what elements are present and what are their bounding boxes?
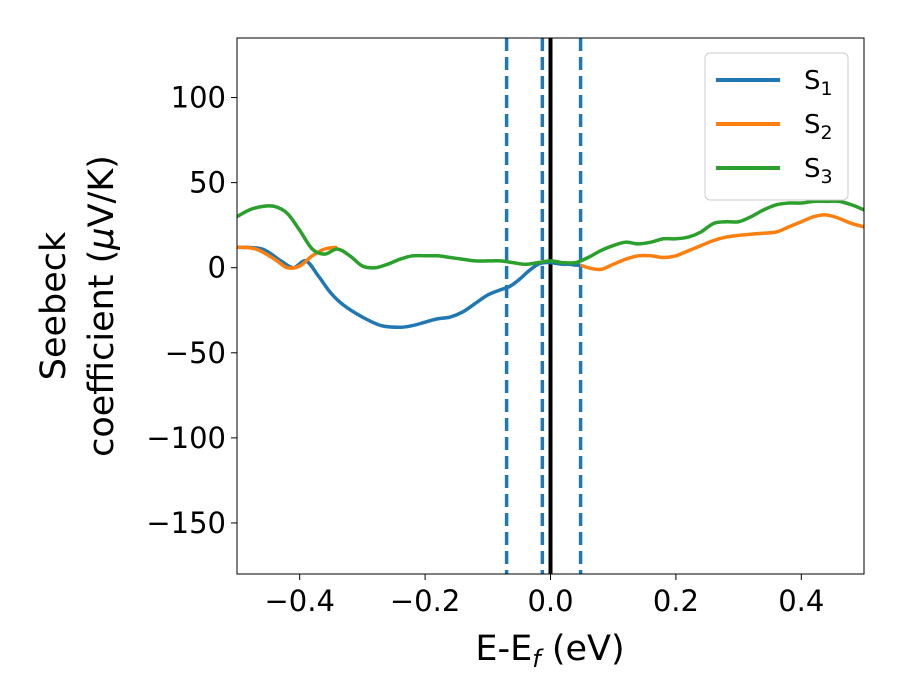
y-axis-label-line2: coefficient (μV/K) (82, 155, 122, 457)
series-line-s2-left (237, 245, 338, 270)
y-tick-label: −100 (146, 421, 226, 455)
x-axis-ticks: −0.4 −0.2 0.0 0.2 0.4 (264, 574, 824, 618)
y-tick-label: −50 (165, 336, 226, 370)
series-line-s2-right (579, 213, 864, 272)
x-tick-label: −0.2 (390, 584, 460, 618)
legend: S1 S2 S3 (704, 52, 849, 201)
x-tick-label: 0.0 (527, 584, 573, 618)
series-lines (237, 199, 864, 330)
y-axis-label-line1: Seebeck (34, 231, 74, 380)
x-tick-label: −0.4 (264, 584, 334, 618)
y-tick-label: 50 (189, 166, 226, 200)
y-tick-label: −150 (146, 506, 226, 540)
y-axis-ticks: 100 50 0 −50 −100 −150 (146, 81, 237, 540)
y-tick-label: 100 (171, 81, 226, 115)
legend-label-s2: S2 (804, 110, 833, 144)
legend-label-s1: S1 (804, 66, 833, 100)
reference-lines (504, 38, 583, 574)
y-tick-label: 0 (208, 251, 226, 285)
x-axis-label: E-Ef (eV) (475, 629, 624, 673)
x-tick-label: 0.2 (653, 584, 699, 618)
x-tick-label: 0.4 (778, 584, 824, 618)
legend-box (704, 52, 849, 201)
y-axis-label: Seebeck coefficient (μV/K) (34, 155, 122, 457)
series-line-s3 (237, 199, 864, 270)
legend-label-s3: S3 (804, 154, 833, 188)
